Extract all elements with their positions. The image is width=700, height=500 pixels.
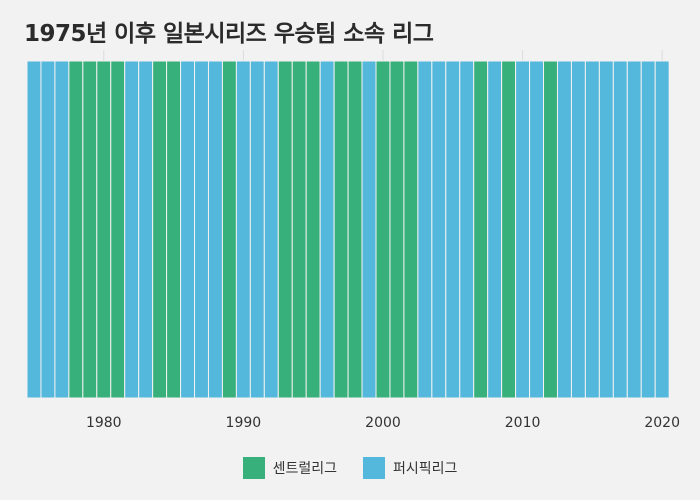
bar-2001[interactable] [389, 60, 405, 399]
bar-1980[interactable] [96, 60, 112, 399]
bar-1994[interactable] [291, 60, 307, 399]
bar-2014[interactable] [570, 60, 586, 399]
legend-label-pacific: 퍼시픽리그 [393, 461, 458, 477]
bar-2012[interactable] [543, 60, 558, 399]
legend-swatch-pacific [363, 457, 385, 479]
bar-1984[interactable] [152, 60, 168, 399]
bar-2020[interactable] [654, 60, 670, 399]
legend-item-pacific[interactable]: 퍼시픽리그 [363, 457, 457, 479]
x-tick-label-1980: 1980 [86, 415, 122, 431]
bar-2013[interactable] [556, 60, 572, 399]
bar-2008[interactable] [487, 60, 503, 399]
bars [26, 60, 670, 399]
bar-2016[interactable] [598, 60, 614, 399]
bar-2011[interactable] [529, 60, 545, 399]
bar-2004[interactable] [431, 60, 447, 399]
bar-1975[interactable] [26, 60, 42, 399]
bar-2000[interactable] [375, 60, 391, 399]
x-axis-ticks: 1980 1990 2000 2010 2020 [86, 415, 680, 431]
bar-2006[interactable] [459, 60, 475, 399]
bar-1982[interactable] [124, 60, 140, 399]
x-tick-label-1990: 1990 [226, 415, 262, 431]
bar-1978[interactable] [68, 60, 84, 399]
bar-1985[interactable] [166, 60, 182, 399]
bar-1990[interactable] [235, 60, 251, 399]
bar-2007[interactable] [473, 60, 489, 399]
bar-1998[interactable] [347, 60, 363, 399]
legend: 센트럴리그 퍼시픽리그 [0, 457, 700, 479]
legend-item-central[interactable]: 센트럴리그 [242, 457, 337, 479]
bar-1999[interactable] [361, 60, 377, 399]
bar-1997[interactable] [333, 60, 349, 399]
bar-1992[interactable] [263, 60, 279, 399]
bar-1993[interactable] [277, 60, 293, 399]
bar-1986[interactable] [180, 60, 196, 399]
bar-1996[interactable] [319, 60, 335, 399]
bar-1977[interactable] [54, 60, 70, 399]
bar-1991[interactable] [249, 60, 265, 399]
bar-2019[interactable] [640, 60, 656, 399]
x-tick-label-2000: 2000 [365, 415, 401, 431]
bar-2018[interactable] [626, 60, 642, 399]
x-tick-label-2020: 2020 [644, 415, 680, 431]
x-tick-label-2010: 2010 [505, 415, 541, 431]
bar-2009[interactable] [501, 60, 517, 399]
bar-1981[interactable] [110, 60, 126, 399]
bar-2002[interactable] [403, 60, 419, 399]
bar-2005[interactable] [445, 60, 461, 399]
bar-2010[interactable] [515, 60, 531, 399]
bar-1989[interactable] [221, 60, 237, 399]
bar-2003[interactable] [417, 60, 433, 399]
bar-1976[interactable] [40, 60, 56, 399]
bar-1979[interactable] [82, 60, 98, 399]
legend-label-central: 센트럴리그 [272, 461, 337, 477]
bar-1987[interactable] [194, 60, 209, 399]
bar-1983[interactable] [138, 60, 154, 399]
bar-1988[interactable] [207, 60, 223, 399]
chart-title: 1975년 이후 일본시리즈 우승팀 소속 리그 [24, 21, 434, 47]
bar-2015[interactable] [584, 60, 600, 399]
bar-1995[interactable] [305, 60, 321, 399]
bar-2017[interactable] [612, 60, 628, 399]
legend-swatch-central [242, 457, 265, 479]
